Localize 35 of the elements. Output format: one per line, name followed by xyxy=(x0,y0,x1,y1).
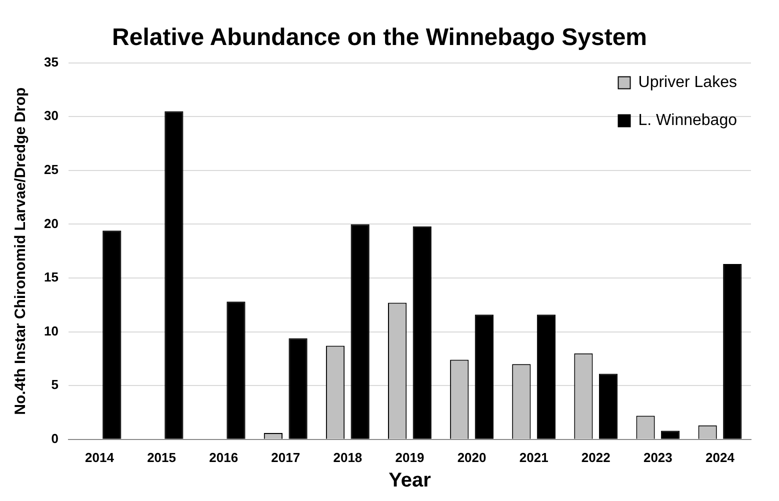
bar xyxy=(226,302,246,439)
x-tick-label: 2017 xyxy=(271,450,300,465)
bar xyxy=(474,314,494,439)
x-tick-label: 2019 xyxy=(395,450,424,465)
chart-title: Relative Abundance on the Winnebago System xyxy=(112,24,647,52)
y-tick-label: 10 xyxy=(44,323,58,338)
bar xyxy=(288,338,308,439)
x-tick-label: 2024 xyxy=(706,450,736,465)
y-tick-label: 5 xyxy=(51,377,58,392)
y-tick-label: 0 xyxy=(51,430,58,446)
bar xyxy=(412,226,432,439)
x-tick-label: 2015 xyxy=(147,450,176,465)
y-tick-label: 15 xyxy=(44,270,58,285)
bar xyxy=(164,111,184,439)
legend-label: L. Winnebago xyxy=(638,112,738,130)
bar xyxy=(536,314,556,439)
x-tick-label: 2021 xyxy=(519,450,548,465)
x-tick-label: 2016 xyxy=(209,450,238,465)
y-tick-label: 20 xyxy=(44,216,58,231)
y-axis-title: No.4th Instar Chironomid Larvae/Dredge Drop xyxy=(12,87,30,415)
x-axis-title: Year xyxy=(388,470,432,492)
bar xyxy=(723,264,742,439)
x-tick-label: 2018 xyxy=(333,450,362,465)
y-tick-label: 25 xyxy=(44,162,58,177)
x-tick-label: 2022 xyxy=(581,450,610,465)
bar xyxy=(661,430,680,439)
x-tick-label: 2014 xyxy=(85,450,115,465)
y-tick-label: 30 xyxy=(44,108,58,124)
bar xyxy=(350,224,370,439)
x-tick-label: 2020 xyxy=(457,450,486,465)
bar xyxy=(102,230,122,439)
legend-label: Upriver Lakes xyxy=(638,74,737,92)
y-tick-label: 35 xyxy=(44,54,58,70)
x-tick-label: 2023 xyxy=(643,450,672,465)
bar xyxy=(598,374,618,439)
